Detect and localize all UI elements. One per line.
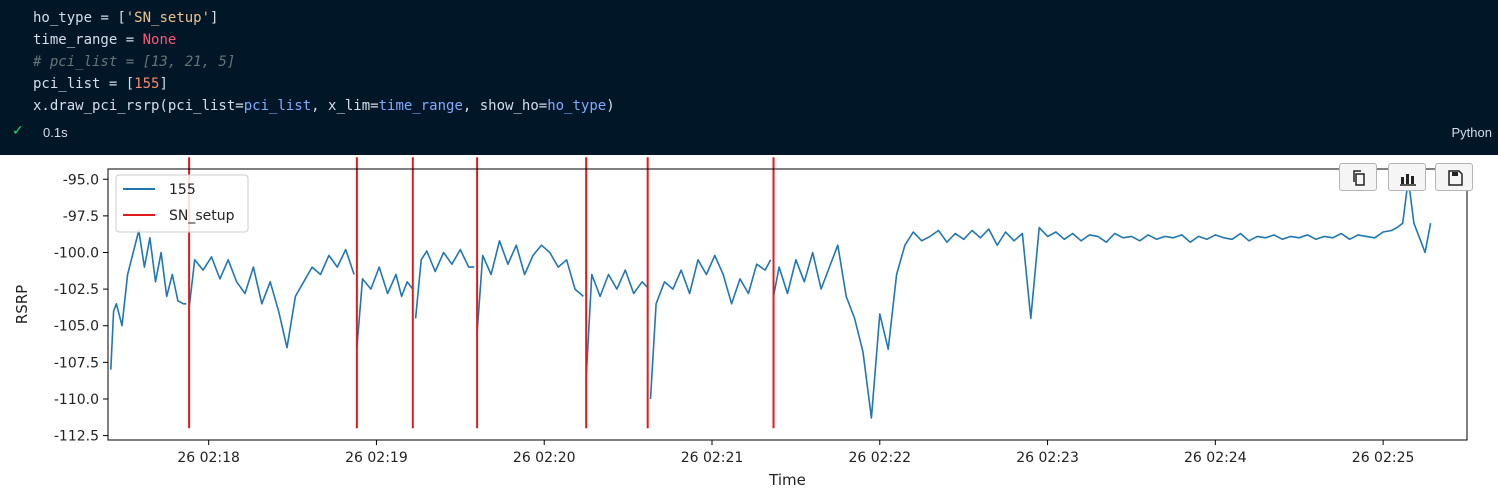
- x-axis-label: Time: [768, 471, 806, 489]
- x-tick-label: 26 02:22: [848, 450, 911, 466]
- series-155-segment: [649, 254, 772, 400]
- y-tick-label: -110.0: [54, 392, 99, 408]
- save-icon: [1448, 170, 1463, 186]
- code-line-5: x.draw_pci_rsrp(pci_list=pci_list, x_lim…: [33, 98, 615, 114]
- copy-icon: [1353, 170, 1365, 186]
- x-tick-label: 26 02:18: [177, 450, 240, 466]
- x-tick-label: 26 02:24: [1184, 450, 1247, 466]
- success-check-icon: ✓: [12, 123, 24, 139]
- rsrp-chart: -95.0 -97.5 -100.0 -102.5 -105.0 -107.5 -110.0…: [13, 157, 1468, 489]
- series-155-segment: [414, 248, 475, 319]
- x-tick-label: 26 02:19: [345, 450, 408, 466]
- y-tick-label: -95.0: [63, 172, 99, 188]
- x-tick-label: 26 02:21: [681, 450, 744, 466]
- y-tick-label: -102.5: [54, 282, 99, 298]
- y-axis-label: RSRP: [13, 285, 31, 324]
- x-tick-label: 26 02:25: [1352, 450, 1415, 466]
- series-155-segment: [110, 229, 187, 370]
- series-155-segment: [356, 266, 414, 348]
- y-tick-label: -100.0: [54, 245, 99, 261]
- copy-button[interactable]: [1339, 163, 1377, 191]
- y-tick-label: -107.5: [54, 355, 99, 371]
- y-tick-label: -97.5: [63, 209, 99, 225]
- legend-label: 155: [169, 182, 196, 198]
- bar-chart-icon: [1400, 174, 1416, 186]
- code-cell[interactable]: ho_type = ['SN_setup'] time_range = None…: [0, 0, 1498, 124]
- plot-frame: [107, 168, 1468, 441]
- save-button[interactable]: [1435, 163, 1473, 191]
- code-line-4: pci_list = [155]: [33, 76, 168, 92]
- series-155-segment: [772, 178, 1432, 419]
- code-line-1: ho_type = ['SN_setup']: [33, 10, 219, 26]
- series-155-segment: [585, 269, 649, 378]
- code-line-3: # pci_list = [13, 21, 5]: [33, 54, 236, 70]
- code-line-2: time_range = None: [33, 32, 177, 48]
- cell-language-label[interactable]: Python: [1451, 125, 1492, 140]
- chart-view-button[interactable]: [1388, 163, 1426, 191]
- x-tick-label: 26 02:20: [513, 450, 576, 466]
- execution-time: 0.1s: [43, 125, 68, 140]
- cell-output: -95.0 -97.5 -100.0 -102.5 -105.0 -107.5 -110.0…: [0, 155, 1498, 500]
- x-tick-label: 26 02:23: [1016, 450, 1079, 466]
- legend-label: SN_setup: [169, 208, 235, 224]
- cell-status-bar: ✓ 0.1s Python: [0, 122, 1498, 144]
- y-tick-label: -112.5: [54, 429, 99, 445]
- y-tick-label: -105.0: [54, 319, 99, 335]
- series-155-segment: [476, 240, 584, 334]
- series-155-segment: [188, 248, 355, 349]
